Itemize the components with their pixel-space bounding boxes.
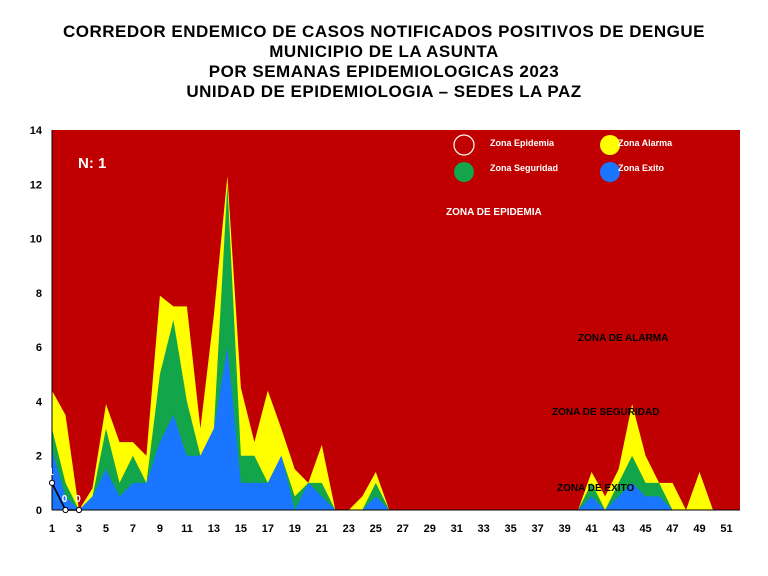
x-tick-label: 21 [316,523,328,535]
x-tick-label: 3 [76,523,82,535]
x-tick-label: 35 [505,523,517,535]
x-tick-label: 41 [585,523,597,535]
x-tick-label: 11 [181,523,193,535]
cases-series: 1 0 0 [48,467,83,514]
x-tick-label: 37 [532,523,544,535]
y-tick-label: 14 [30,125,43,137]
y-tick-label: 12 [30,179,42,191]
x-tick-label: 49 [693,523,705,535]
x-tick-label: 51 [720,523,732,535]
legend-marker-epidemia [453,134,475,156]
zone-label-alarma: ZONA DE ALARMA [578,333,668,344]
x-tick-label: 7 [130,523,136,535]
zone-areas [52,176,740,511]
x-tick-label: 39 [559,523,571,535]
x-tick-label: 1 [49,523,55,535]
x-tick-label: 23 [343,523,355,535]
title-line-3: POR SEMANAS EPIDEMIOLOGICAS 2023 [208,62,560,81]
cases-data-label: 1 [48,467,54,478]
y-tick-label: 4 [36,396,43,408]
y-tick-label: 2 [36,451,42,463]
zona-exito-area [52,347,740,510]
x-tick-label: 29 [424,523,436,535]
y-tick-label: 10 [30,234,42,246]
zone-label-exito: ZONA DE EXITO [557,483,634,494]
legend-label-alarma: Zona Alarma [618,138,673,148]
n-label: N: 1 [78,155,106,172]
title-line-4: UNIDAD DE EPIDEMIOLOGIA – SEDES LA PAZ [186,82,582,101]
x-tick-label: 9 [157,523,163,535]
legend-marker-seguridad [454,162,474,182]
x-tick-label: 15 [235,523,247,535]
cases-point [48,479,56,486]
x-tick-label: 47 [666,523,678,535]
y-tick-label: 6 [36,342,42,354]
title-line-2: MUNICIPIO DE LA ASUNTA [269,42,499,61]
cases-point [75,506,83,514]
cases-data-label: 0 [75,494,81,505]
x-tick-label: 17 [262,523,274,535]
x-tick-label: 31 [451,523,463,535]
legend-marker-alarma [600,135,620,155]
title-line-1: CORREDOR ENDEMICO DE CASOS NOTIFICADOS P… [62,22,705,41]
y-tick-label: 0 [36,505,42,517]
x-tick-label: 5 [103,523,109,535]
x-tick-label: 19 [289,523,301,535]
legend-label-epidemia: Zona Epidemia [490,138,555,148]
cases-data-label: 0 [62,494,68,505]
legend: Zona Epidemia Zona Alarma Zona Seguridad… [453,134,673,182]
x-tick-label: 25 [370,523,382,535]
legend-marker-exito [600,162,620,182]
y-tick-label: 8 [36,288,42,300]
x-tick-label: 27 [397,523,409,535]
legend-label-exito: Zona Exito [618,163,665,173]
x-tick-label: 33 [478,523,490,535]
zone-label-seguridad: ZONA DE SEGURIDAD [552,407,659,418]
x-tick-label: 45 [639,523,651,535]
x-tick-label: 13 [208,523,220,535]
cases-point [62,506,69,514]
x-tick-label: 43 [612,523,624,535]
legend-label-seguridad: Zona Seguridad [490,163,558,173]
chart-title: CORREDOR ENDEMICO DE CASOS NOTIFICADOS P… [0,22,768,102]
zone-label-epidemia: ZONA DE EPIDEMIA [446,207,542,218]
